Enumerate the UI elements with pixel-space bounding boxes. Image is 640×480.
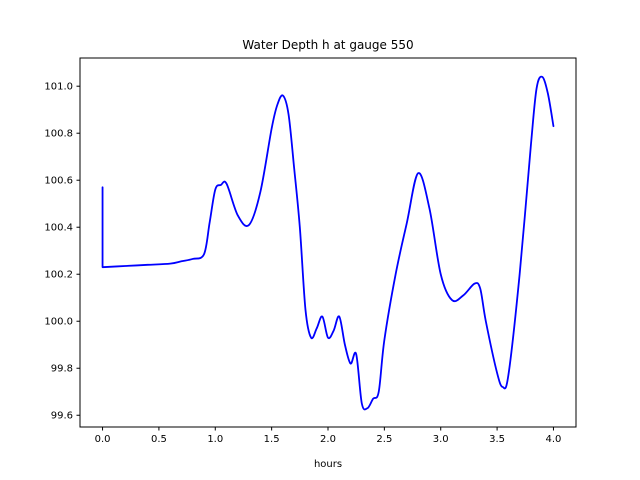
- series-line: [101, 75, 555, 411]
- y-tick-label: 100.6: [44, 176, 73, 187]
- y-axis: 99.6 99.8 100.0 100.2 100.4 100.6 100.8 101.0: [44, 82, 80, 422]
- x-axis: 0.0 0.5 1.0 1.5 2.0 2.5 3.0 3.5 4.0: [95, 427, 562, 445]
- x-tick-label: 2.0: [320, 434, 336, 445]
- plot-area: [79, 57, 577, 428]
- y-tick-label: 100.2: [44, 270, 73, 281]
- plot-frame: [79, 57, 577, 428]
- x-tick-label: 1.0: [207, 434, 223, 445]
- x-tick-label: 2.5: [376, 434, 392, 445]
- x-tick-label: 3.0: [433, 434, 449, 445]
- x-tick-label: 1.5: [264, 434, 280, 445]
- x-tick-label: 4.0: [546, 434, 562, 445]
- y-tick-label: 101.0: [44, 82, 73, 93]
- x-tick-label: 0.0: [95, 434, 111, 445]
- chart-title: Water Depth h at gauge 550: [242, 38, 413, 52]
- series-layer: [101, 75, 555, 411]
- y-tick-label: 99.8: [51, 364, 73, 375]
- x-axis-label: hours: [314, 459, 342, 470]
- x-tick-label: 0.5: [151, 434, 167, 445]
- y-tick-label: 99.6: [51, 411, 73, 422]
- y-tick-label: 100.4: [44, 223, 73, 234]
- x-tick-label: 3.5: [489, 434, 505, 445]
- y-tick-label: 100.0: [44, 317, 73, 328]
- y-tick-label: 100.8: [44, 129, 73, 140]
